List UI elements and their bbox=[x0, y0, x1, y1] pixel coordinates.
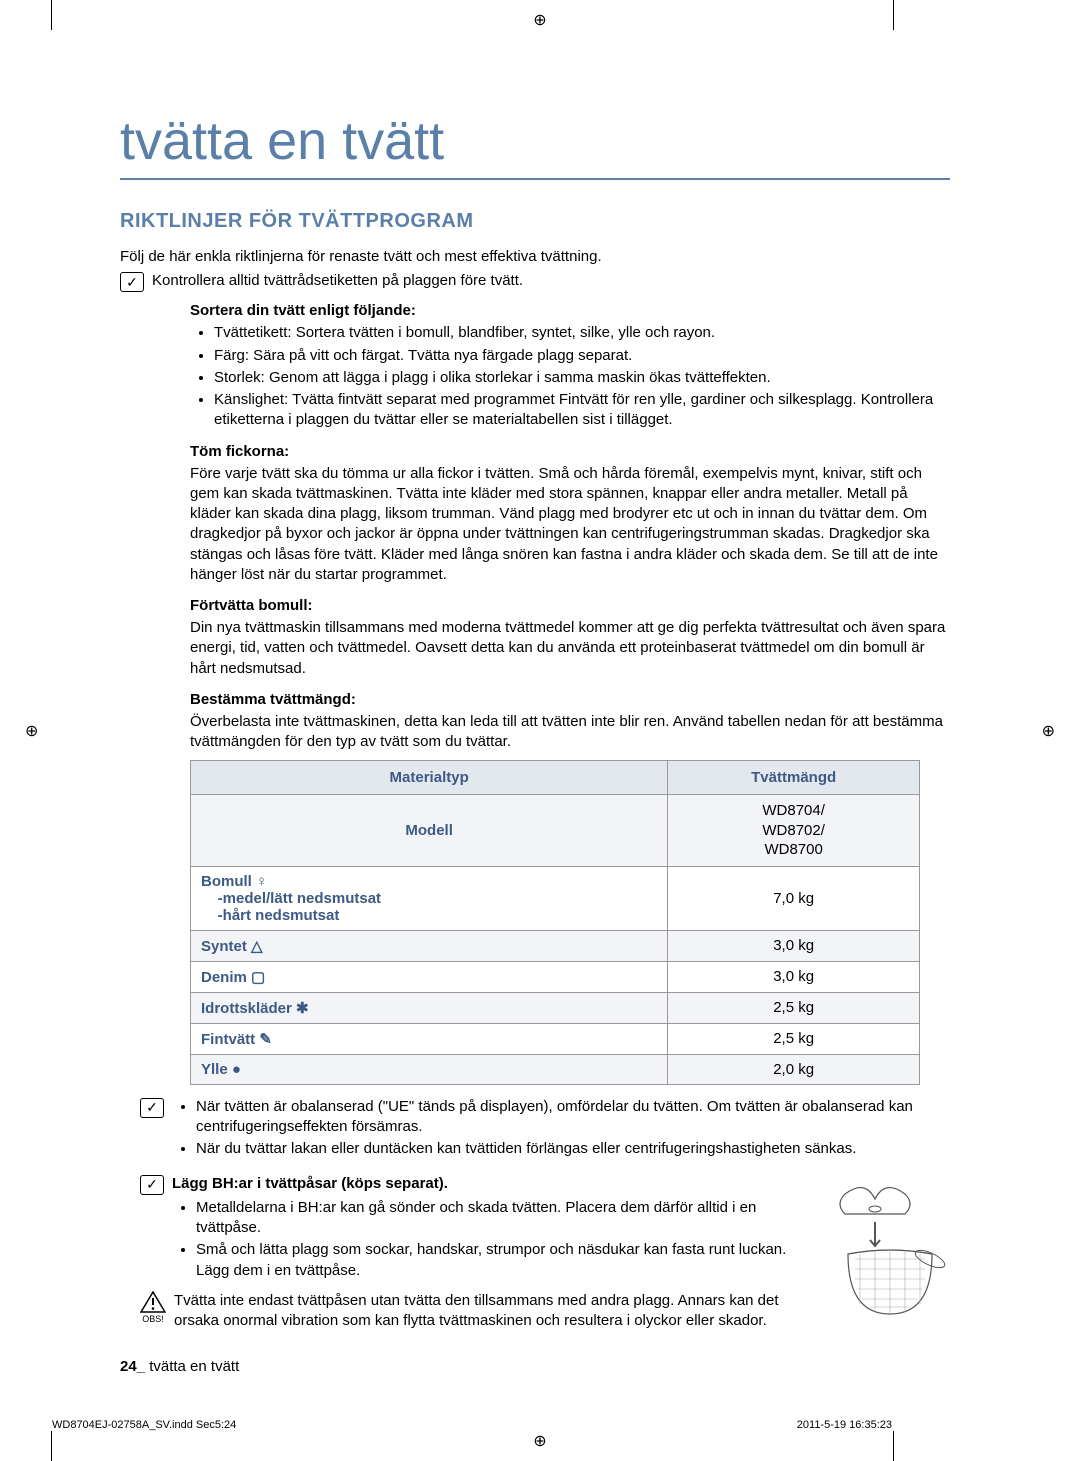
table-cell-label: Ylle ● bbox=[191, 1054, 668, 1084]
sort-item: Storlek: Genom att lägga i plagg i olika… bbox=[214, 368, 950, 388]
table-cell-value: 3,0 kg bbox=[668, 930, 920, 961]
balance-note-row: ✓ När tvätten är obalanserad ("UE" tänds… bbox=[140, 1097, 950, 1162]
intro-text: Följ de här enkla riktlinjerna för renas… bbox=[120, 247, 950, 267]
balance-note-item: När du tvättar lakan eller duntäcken kan… bbox=[196, 1139, 950, 1159]
prewash-block: Förtvätta bomull: Din nya tvättmaskin ti… bbox=[190, 597, 950, 679]
table-cell-label: Bomull ♀ -medel/lätt nedsmutsat -hårt ne… bbox=[191, 866, 668, 930]
table-cell-value: WD8704/ WD8702/ WD8700 bbox=[668, 795, 920, 867]
table-cell-value: 2,5 kg bbox=[668, 992, 920, 1023]
warning-text: Tvätta inte endast tvättpåsen utan tvätt… bbox=[174, 1291, 800, 1332]
bra-bullet: Metalldelarna i BH:ar kan gå sönder och … bbox=[196, 1198, 800, 1239]
bra-note-row: ✓ Lägg BH:ar i tvättpåsar (köps separat)… bbox=[140, 1174, 950, 1332]
table-cell-label: Denim ▢ bbox=[191, 961, 668, 992]
prewash-heading: Förtvätta bomull: bbox=[190, 597, 950, 614]
check-note-row: ✓ Kontrollera alltid tvättrådsetiketten … bbox=[120, 271, 950, 292]
print-meta-filename: WD8704EJ-02758A_SV.indd Sec5:24 bbox=[52, 1419, 236, 1431]
table-cell-value: 7,0 kg bbox=[668, 866, 920, 930]
crop-mark bbox=[893, 1431, 894, 1461]
table-cell-label: Modell bbox=[191, 795, 668, 867]
sort-item: Tvättetikett: Sortera tvätten i bomull, … bbox=[214, 323, 950, 343]
section-heading: RIKTLINJER FÖR TVÄTTPROGRAM bbox=[120, 210, 950, 233]
page-content: tvätta en tvätt RIKTLINJER FÖR TVÄTTPROG… bbox=[120, 110, 950, 1331]
balance-note-body: När tvätten är obalanserad ("UE" tänds p… bbox=[172, 1097, 950, 1162]
pockets-text: Före varje tvätt ska du tömma ur alla fi… bbox=[190, 464, 950, 586]
footer-title: tvätta en tvätt bbox=[149, 1358, 239, 1375]
table-header-material: Materialtyp bbox=[191, 761, 668, 795]
table-header-amount: Tvättmängd bbox=[668, 761, 920, 795]
table-cell-label: Idrottskläder ✱ bbox=[191, 992, 668, 1023]
table-cell-label: Fintvätt ✎ bbox=[191, 1023, 668, 1054]
registration-mark-bottom: ⊕ bbox=[533, 1431, 546, 1451]
sort-list: Tvättetikett: Sortera tvätten i bomull, … bbox=[214, 323, 950, 430]
sort-item: Färg: Sära på vitt och färgat. Tvätta ny… bbox=[214, 346, 950, 366]
table-cell-value: 2,5 kg bbox=[668, 1023, 920, 1054]
amount-text: Överbelasta inte tvättmaskinen, detta ka… bbox=[190, 712, 950, 753]
sort-item: Känslighet: Tvätta fintvätt separat med … bbox=[214, 390, 950, 431]
registration-mark-left: ⊕ bbox=[25, 721, 38, 741]
table-cell-value: 2,0 kg bbox=[668, 1054, 920, 1084]
sort-heading: Sortera din tvätt enligt följande: bbox=[190, 302, 950, 319]
crop-mark bbox=[51, 0, 52, 30]
main-title: tvätta en tvätt bbox=[120, 110, 950, 180]
bra-heading: Lägg BH:ar i tvättpåsar (köps separat). bbox=[172, 1174, 800, 1194]
check-icon: ✓ bbox=[140, 1098, 164, 1118]
obs-label: OBS! bbox=[142, 1314, 164, 1324]
crop-mark bbox=[51, 1431, 52, 1461]
page-number: 24_ bbox=[120, 1358, 145, 1375]
bra-bag-figure bbox=[820, 1174, 950, 1329]
table-cell-label: Syntet △ bbox=[191, 930, 668, 961]
prewash-text: Din nya tvättmaskin tillsammans med mode… bbox=[190, 618, 950, 679]
amount-heading: Bestämma tvättmängd: bbox=[190, 691, 950, 708]
registration-mark-top: ⊕ bbox=[533, 10, 546, 30]
registration-mark-right: ⊕ bbox=[1042, 721, 1055, 741]
material-table: Materialtyp Tvättmängd Modell WD8704/ WD… bbox=[190, 760, 920, 1085]
bra-bullet: Små och lätta plagg som sockar, handskar… bbox=[196, 1240, 800, 1281]
check-icon: ✓ bbox=[120, 272, 144, 292]
check-icon: ✓ bbox=[140, 1175, 164, 1195]
print-meta-timestamp: 2011-5-19 16:35:23 bbox=[797, 1419, 892, 1431]
sort-block: Sortera din tvätt enligt följande: Tvätt… bbox=[190, 302, 950, 430]
bra-note-content: Lägg BH:ar i tvättpåsar (köps separat). … bbox=[172, 1174, 950, 1332]
crop-mark bbox=[893, 0, 894, 30]
check-note-text: Kontrollera alltid tvättrådsetiketten på… bbox=[152, 271, 523, 291]
table-cell-value: 3,0 kg bbox=[668, 961, 920, 992]
pockets-heading: Töm fickorna: bbox=[190, 443, 950, 460]
pockets-block: Töm fickorna: Före varje tvätt ska du tö… bbox=[190, 443, 950, 586]
page-footer: 24_ tvätta en tvätt bbox=[120, 1358, 239, 1375]
balance-note-item: När tvätten är obalanserad ("UE" tänds p… bbox=[196, 1097, 950, 1138]
warning-icon: OBS! bbox=[140, 1291, 166, 1324]
amount-block: Bestämma tvättmängd: Överbelasta inte tv… bbox=[190, 691, 950, 1085]
